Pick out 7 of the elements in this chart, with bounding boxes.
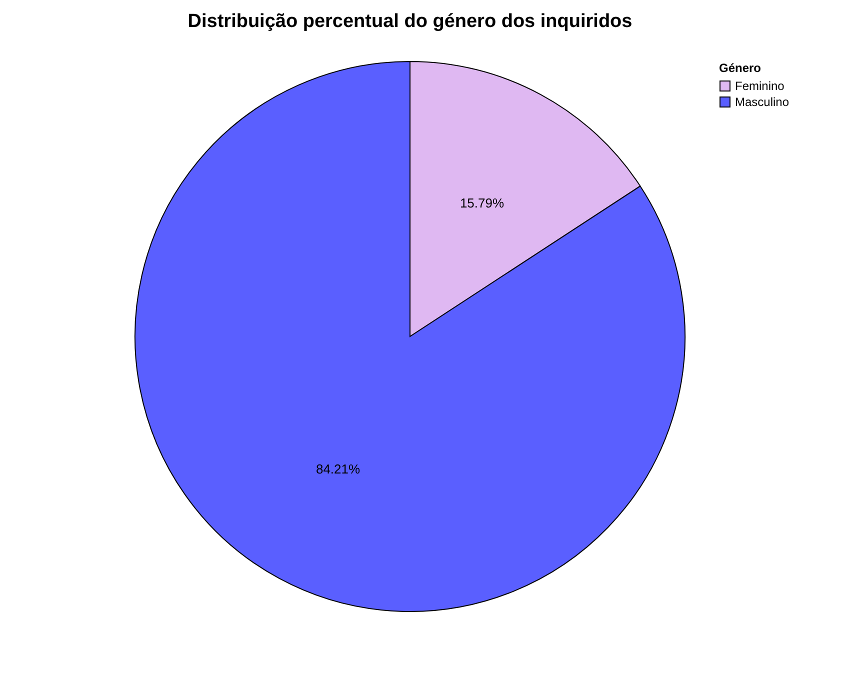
chart-title: Distribuição percentual do género dos inquiridos	[188, 11, 632, 32]
legend-title: Género	[719, 61, 762, 75]
legend-label: Feminino	[735, 79, 785, 93]
data-label: 84.21%	[316, 462, 360, 477]
data-label: 15.79%	[460, 195, 504, 210]
legend-label: Masculino	[735, 95, 790, 109]
pie-slice	[134, 61, 685, 612]
